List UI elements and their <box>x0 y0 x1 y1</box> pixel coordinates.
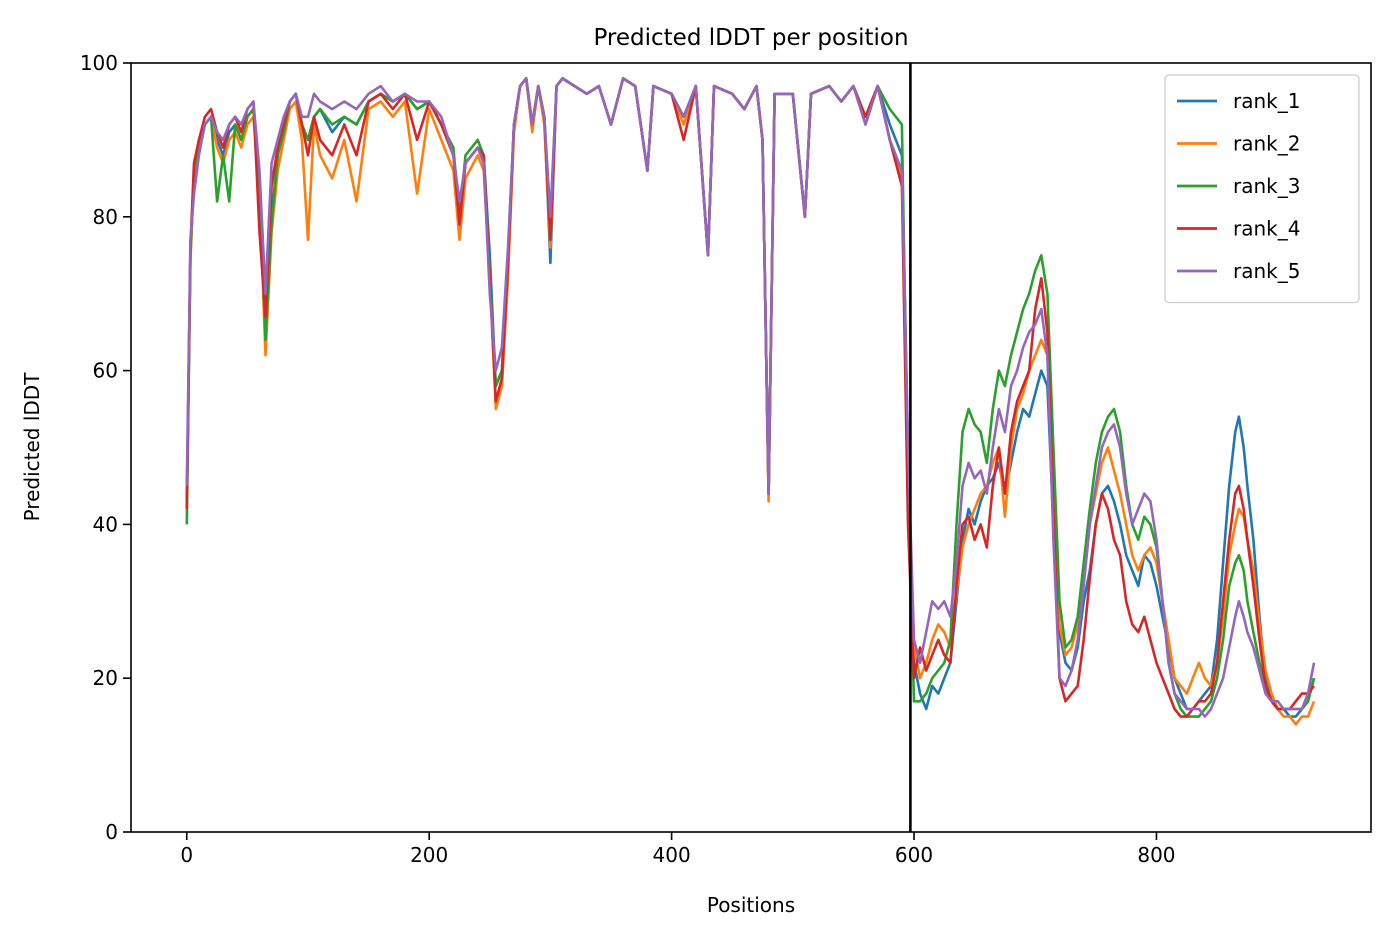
y-axis-label: Predicted lDDT <box>20 372 44 522</box>
plot-frame <box>130 62 1372 833</box>
y-tick-label: 20 <box>93 666 118 690</box>
x-axis: 0 200 400 600 800 <box>180 832 1176 867</box>
y-tick-label: 100 <box>80 51 118 75</box>
y-tick-label: 60 <box>93 359 118 383</box>
x-tick-label: 400 <box>653 843 691 867</box>
y-tick-label: 80 <box>93 205 118 229</box>
legend-label: rank_1 <box>1233 89 1300 113</box>
legend-label: rank_2 <box>1233 132 1300 156</box>
y-tick-label: 40 <box>93 512 118 536</box>
series-line-rank-5 <box>185 77 1316 718</box>
x-tick-label: 0 <box>180 843 193 867</box>
y-axis: 0 20 40 60 80 100 <box>80 51 131 844</box>
legend-label: rank_5 <box>1233 259 1300 283</box>
legend-box <box>1164 74 1360 304</box>
y-tick-label: 0 <box>105 820 118 844</box>
x-axis-label: Positions <box>707 893 795 917</box>
x-tick-label: 800 <box>1137 843 1175 867</box>
legend-label: rank_4 <box>1233 217 1300 241</box>
chart-title: Predicted lDDT per position <box>593 25 908 51</box>
x-tick-label: 600 <box>895 843 933 867</box>
x-tick-label: 200 <box>410 843 448 867</box>
legend: rank_1 rank_2 rank_3 rank_4 rank_5 <box>1164 74 1360 304</box>
plot-lines <box>185 77 1316 726</box>
legend-label: rank_3 <box>1233 174 1300 198</box>
